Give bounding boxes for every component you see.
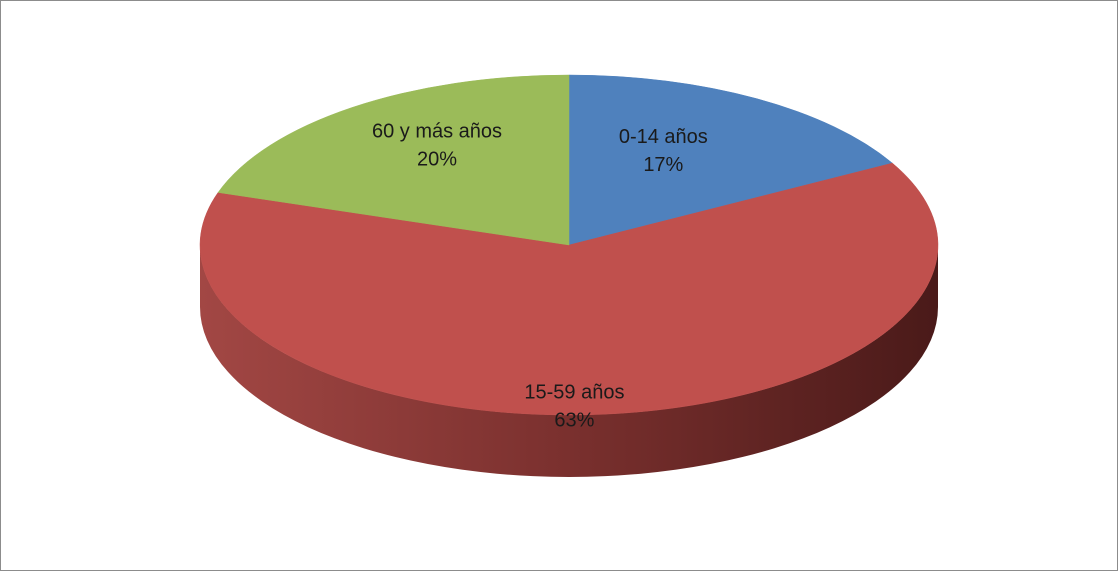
slice-label-0: 0-14 años: [619, 126, 708, 148]
slice-label-2: 60 y más años: [372, 120, 502, 142]
slice-value-label-0: 17%: [643, 154, 683, 176]
pie-slice-0: [568, 74, 893, 246]
pie-side: [200, 245, 938, 477]
pie-slice-2: [217, 74, 570, 246]
pie-side-wall-1: [200, 245, 938, 477]
slice-value-label-1: 63%: [554, 410, 594, 432]
pie-slice-1: [199, 162, 939, 416]
slice-value-label-2: 20%: [417, 148, 457, 170]
pie-top: [199, 74, 939, 416]
pie-labels: 0-14 años 17% 15-59 años 63% 60 y más años 20…: [372, 120, 708, 431]
slice-label-1: 15-59 años: [524, 382, 624, 404]
